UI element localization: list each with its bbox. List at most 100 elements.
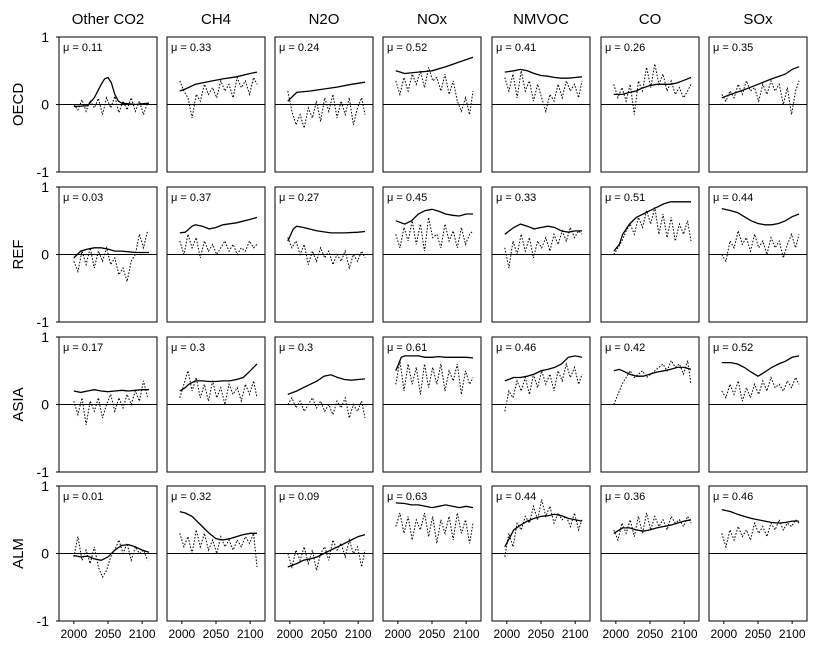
mu-label: μ = 0.24	[279, 42, 319, 54]
mu-label: μ = 0.63	[387, 491, 427, 503]
solid-series	[287, 81, 366, 102]
x-tick-label: 2100	[453, 627, 480, 641]
x-tick-label: 2000	[602, 627, 629, 641]
solid-series	[613, 366, 692, 377]
solid-series	[721, 508, 799, 524]
mu-label: μ = 0.03	[63, 192, 103, 204]
x-tick-label: 2000	[493, 627, 520, 641]
row-label: REF	[10, 240, 27, 270]
dotted-series	[395, 217, 474, 252]
panel: μ = 0.32	[166, 485, 266, 622]
y-tick-label: -1	[37, 464, 50, 480]
panel: μ = 0.33	[491, 186, 591, 323]
panel: μ = 0.45	[382, 186, 482, 323]
y-tick-label: 1	[41, 179, 49, 195]
solid-series	[73, 247, 149, 259]
panel: μ = 0.36	[600, 485, 700, 622]
y-tick-label: 1	[41, 478, 49, 494]
column-header: N2O	[309, 11, 340, 28]
dotted-series	[73, 94, 149, 117]
solid-series	[179, 510, 257, 541]
y-tick-label: 1	[41, 29, 49, 45]
dotted-series	[613, 359, 692, 405]
mu-label: μ = 0.11	[63, 42, 102, 54]
x-tick-label: 2000	[276, 627, 303, 641]
solid-series	[73, 544, 150, 561]
x-tick-label: 2000	[168, 627, 195, 641]
y-tick-label: 1	[41, 329, 49, 345]
dotted-series	[287, 396, 366, 419]
panel: μ = 0.44	[708, 186, 808, 323]
x-tick-label: 2050	[745, 627, 772, 641]
panel: μ = 0.17	[58, 336, 158, 473]
solid-series	[504, 355, 583, 382]
panel: μ = 0.11	[58, 36, 158, 173]
dotted-series	[721, 79, 800, 115]
solid-series	[179, 363, 258, 392]
dotted-series	[395, 67, 474, 115]
panel: μ = 0.33	[166, 36, 266, 173]
panel: μ = 0.52	[382, 36, 482, 173]
x-axis: 2000 2050 2100 2000 2050 2100 2000 2050 2100 2000…	[60, 621, 806, 641]
solid-series	[504, 513, 583, 548]
solid-series	[395, 502, 474, 509]
x-tick-label: 2100	[562, 627, 589, 641]
mu-label: μ = 0.52	[387, 42, 427, 54]
panel: μ = 0.63	[382, 485, 482, 622]
solid-series	[179, 216, 258, 234]
panel: μ = 0.42	[600, 336, 700, 473]
panel: μ = 0.09	[274, 485, 374, 622]
dotted-series	[613, 63, 692, 115]
mu-label: μ = 0.46	[496, 342, 536, 354]
mu-label: μ = 0.44	[713, 192, 753, 204]
mu-label: μ = 0.42	[605, 342, 645, 354]
solid-series	[504, 68, 583, 79]
y-tick-label: 0	[41, 247, 49, 263]
dotted-series	[287, 538, 366, 571]
mu-label: μ = 0.52	[713, 342, 753, 354]
panel: μ = 0.44	[491, 485, 591, 622]
mu-label: μ = 0.09	[279, 491, 319, 503]
row-label: ASIA	[10, 387, 27, 421]
mu-label: μ = 0.35	[713, 42, 753, 54]
dotted-series	[287, 90, 366, 129]
dotted-series	[721, 229, 800, 263]
panel: μ = 0.3	[166, 336, 266, 473]
panel: μ = 0.41	[491, 36, 591, 173]
mu-label: μ = 0.45	[387, 192, 427, 204]
y-tick-label: 0	[41, 97, 49, 113]
mu-label: μ = 0.27	[279, 192, 319, 204]
dotted-series	[721, 518, 800, 549]
y-tick-label: -1	[37, 613, 50, 629]
x-tick-label: 2050	[95, 627, 122, 641]
mu-label: μ = 0.41	[496, 42, 536, 54]
row-label: ALM	[10, 538, 27, 569]
panel: μ = 0.52	[708, 336, 808, 473]
solid-series	[613, 76, 692, 96]
solid-series	[395, 208, 473, 225]
dotted-series	[504, 226, 583, 269]
mu-label: μ = 0.3	[279, 342, 313, 354]
solid-series	[73, 76, 150, 108]
mu-label: μ = 0.37	[171, 192, 211, 204]
row-label: OECD	[10, 83, 27, 127]
panel: μ = 0.35	[708, 36, 808, 173]
x-tick-label: 2100	[237, 627, 264, 641]
solid-series	[73, 389, 149, 394]
dotted-series	[613, 512, 692, 542]
x-tick-label: 2100	[345, 627, 372, 641]
panels: μ = 0.11 μ = 0.33 μ = 0.24 μ = 0.52 μ = 0.41…	[58, 36, 808, 622]
dotted-series	[395, 360, 474, 395]
dotted-series	[395, 512, 474, 544]
panel: μ = 0.03	[58, 186, 158, 323]
panel: μ = 0.61	[382, 336, 482, 473]
dotted-series	[721, 376, 800, 402]
solid-series	[613, 201, 691, 252]
mu-label: μ = 0.33	[171, 42, 211, 54]
column-header: SOx	[743, 11, 773, 28]
column-header: CO	[639, 11, 662, 28]
column-header: NMVOC	[513, 11, 569, 28]
row-labels: OECD REF ASIA ALM	[10, 83, 27, 569]
panel: μ = 0.24	[274, 36, 374, 173]
